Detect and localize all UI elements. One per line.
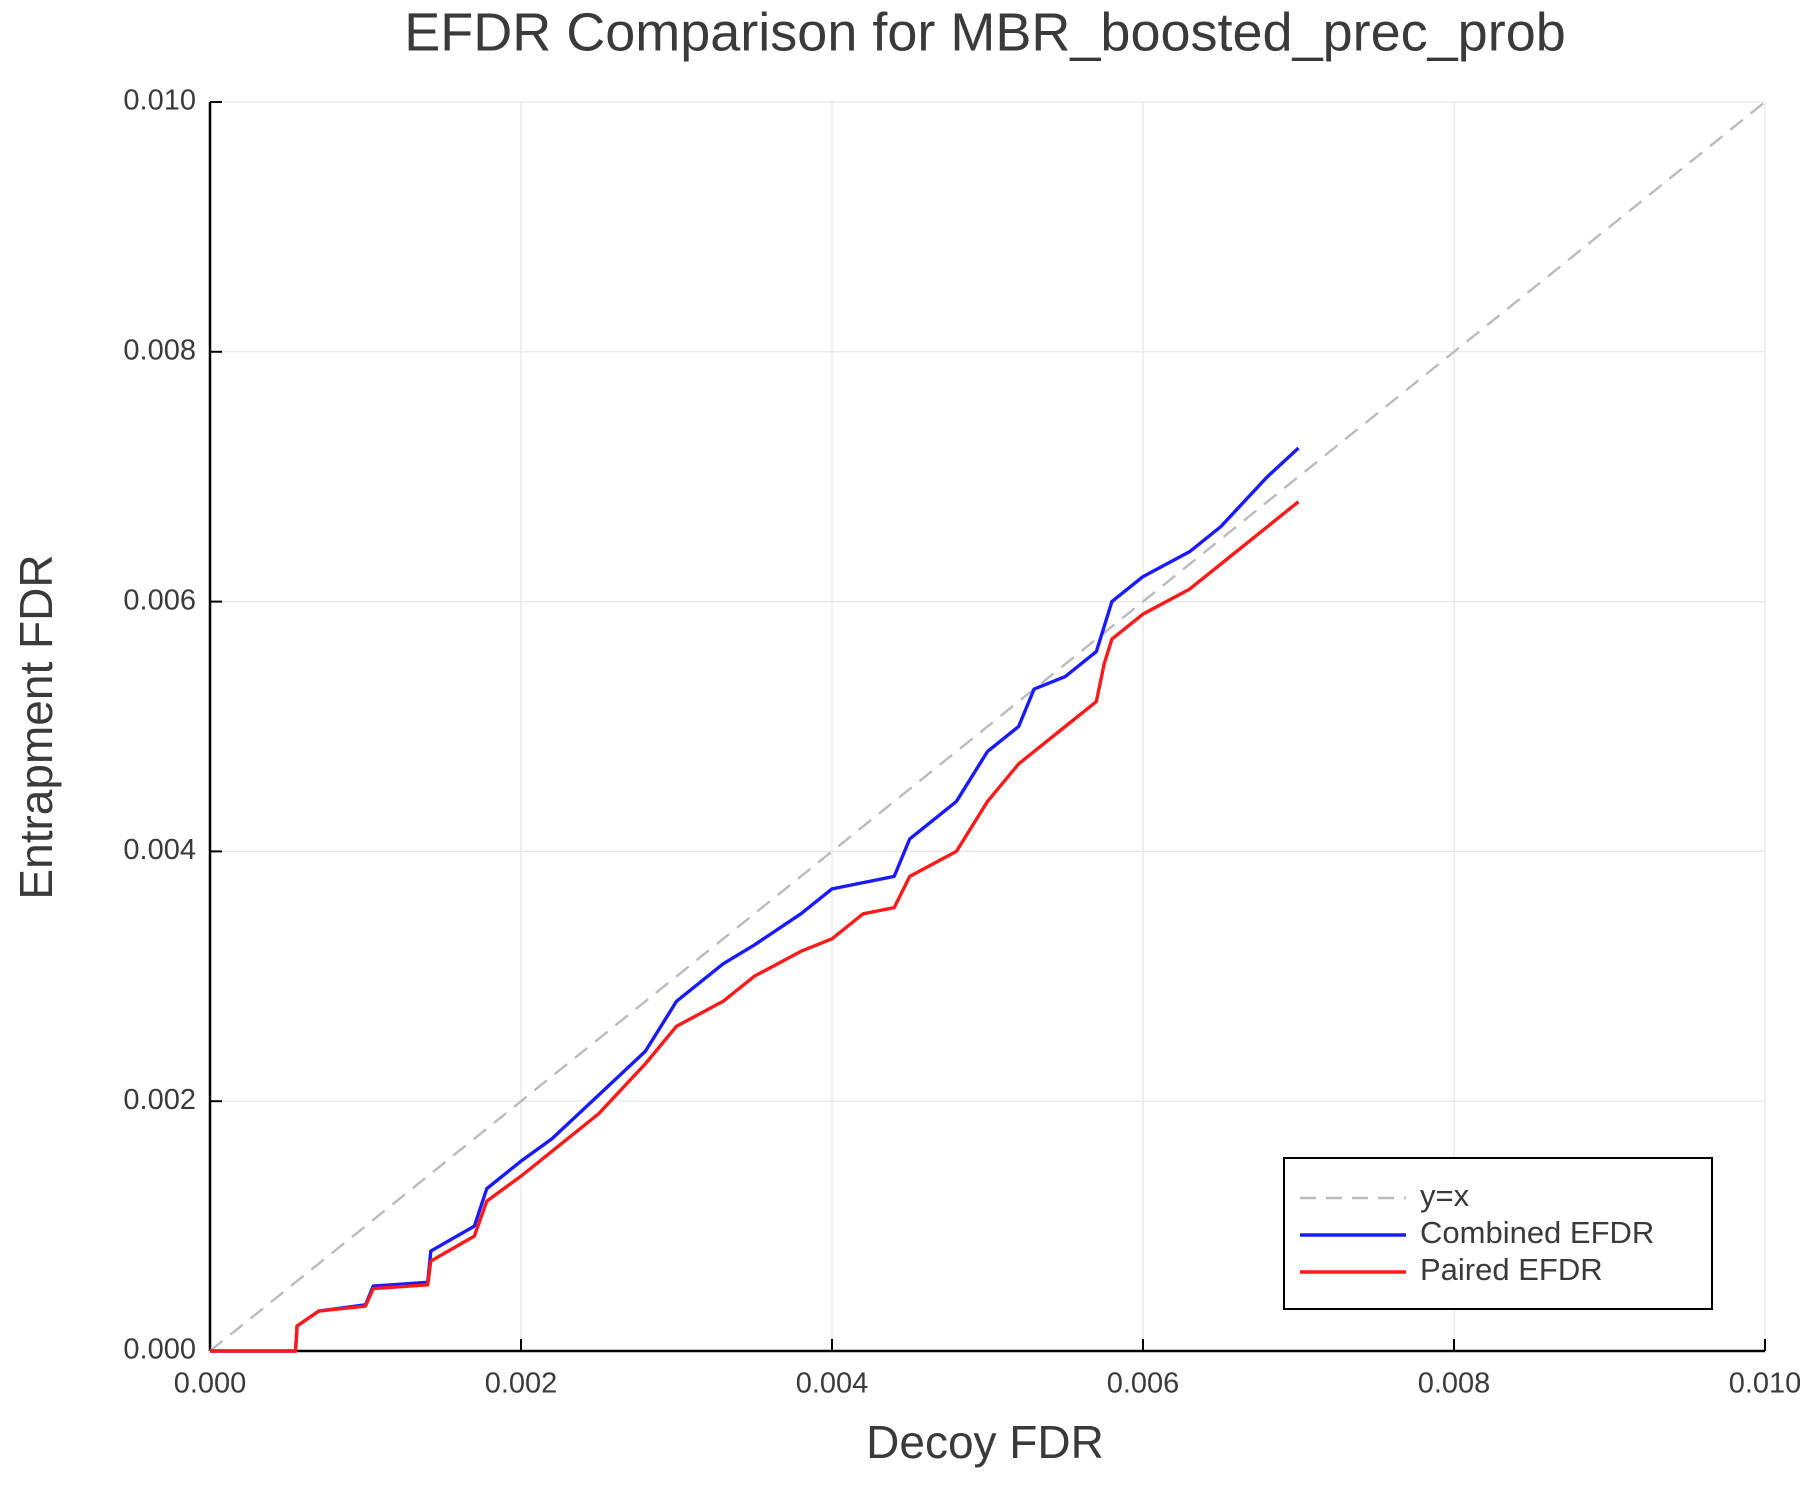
series-line <box>210 500 1300 1353</box>
y-tick-label: 0.004 <box>123 834 196 866</box>
series-line <box>210 446 1300 1353</box>
x-tick-label: 0.010 <box>1729 1368 1800 1400</box>
x-tick-label: 0.000 <box>174 1368 247 1400</box>
y-tick-label: 0.008 <box>123 334 196 366</box>
y-tick-label: 0.010 <box>123 85 196 117</box>
legend-label: Paired EFDR <box>1420 1252 1603 1287</box>
y-axis-label: Entrapment FDR <box>10 554 62 899</box>
x-tick-label: 0.004 <box>796 1368 869 1400</box>
chart-title: EFDR Comparison for MBR_boosted_prec_pro… <box>404 2 1566 62</box>
x-axis-label: Decoy FDR <box>866 1416 1104 1468</box>
y-tick-label: 0.000 <box>123 1334 196 1366</box>
x-tick-label: 0.002 <box>485 1368 558 1400</box>
y-tick-label: 0.006 <box>123 584 196 616</box>
legend-label: Combined EFDR <box>1420 1215 1654 1250</box>
y-tick-label: 0.002 <box>123 1084 196 1116</box>
x-tick-label: 0.008 <box>1418 1368 1491 1400</box>
x-tick-label: 0.006 <box>1107 1368 1180 1400</box>
series-line <box>209 101 1766 1352</box>
legend-label: y=x <box>1420 1178 1470 1213</box>
